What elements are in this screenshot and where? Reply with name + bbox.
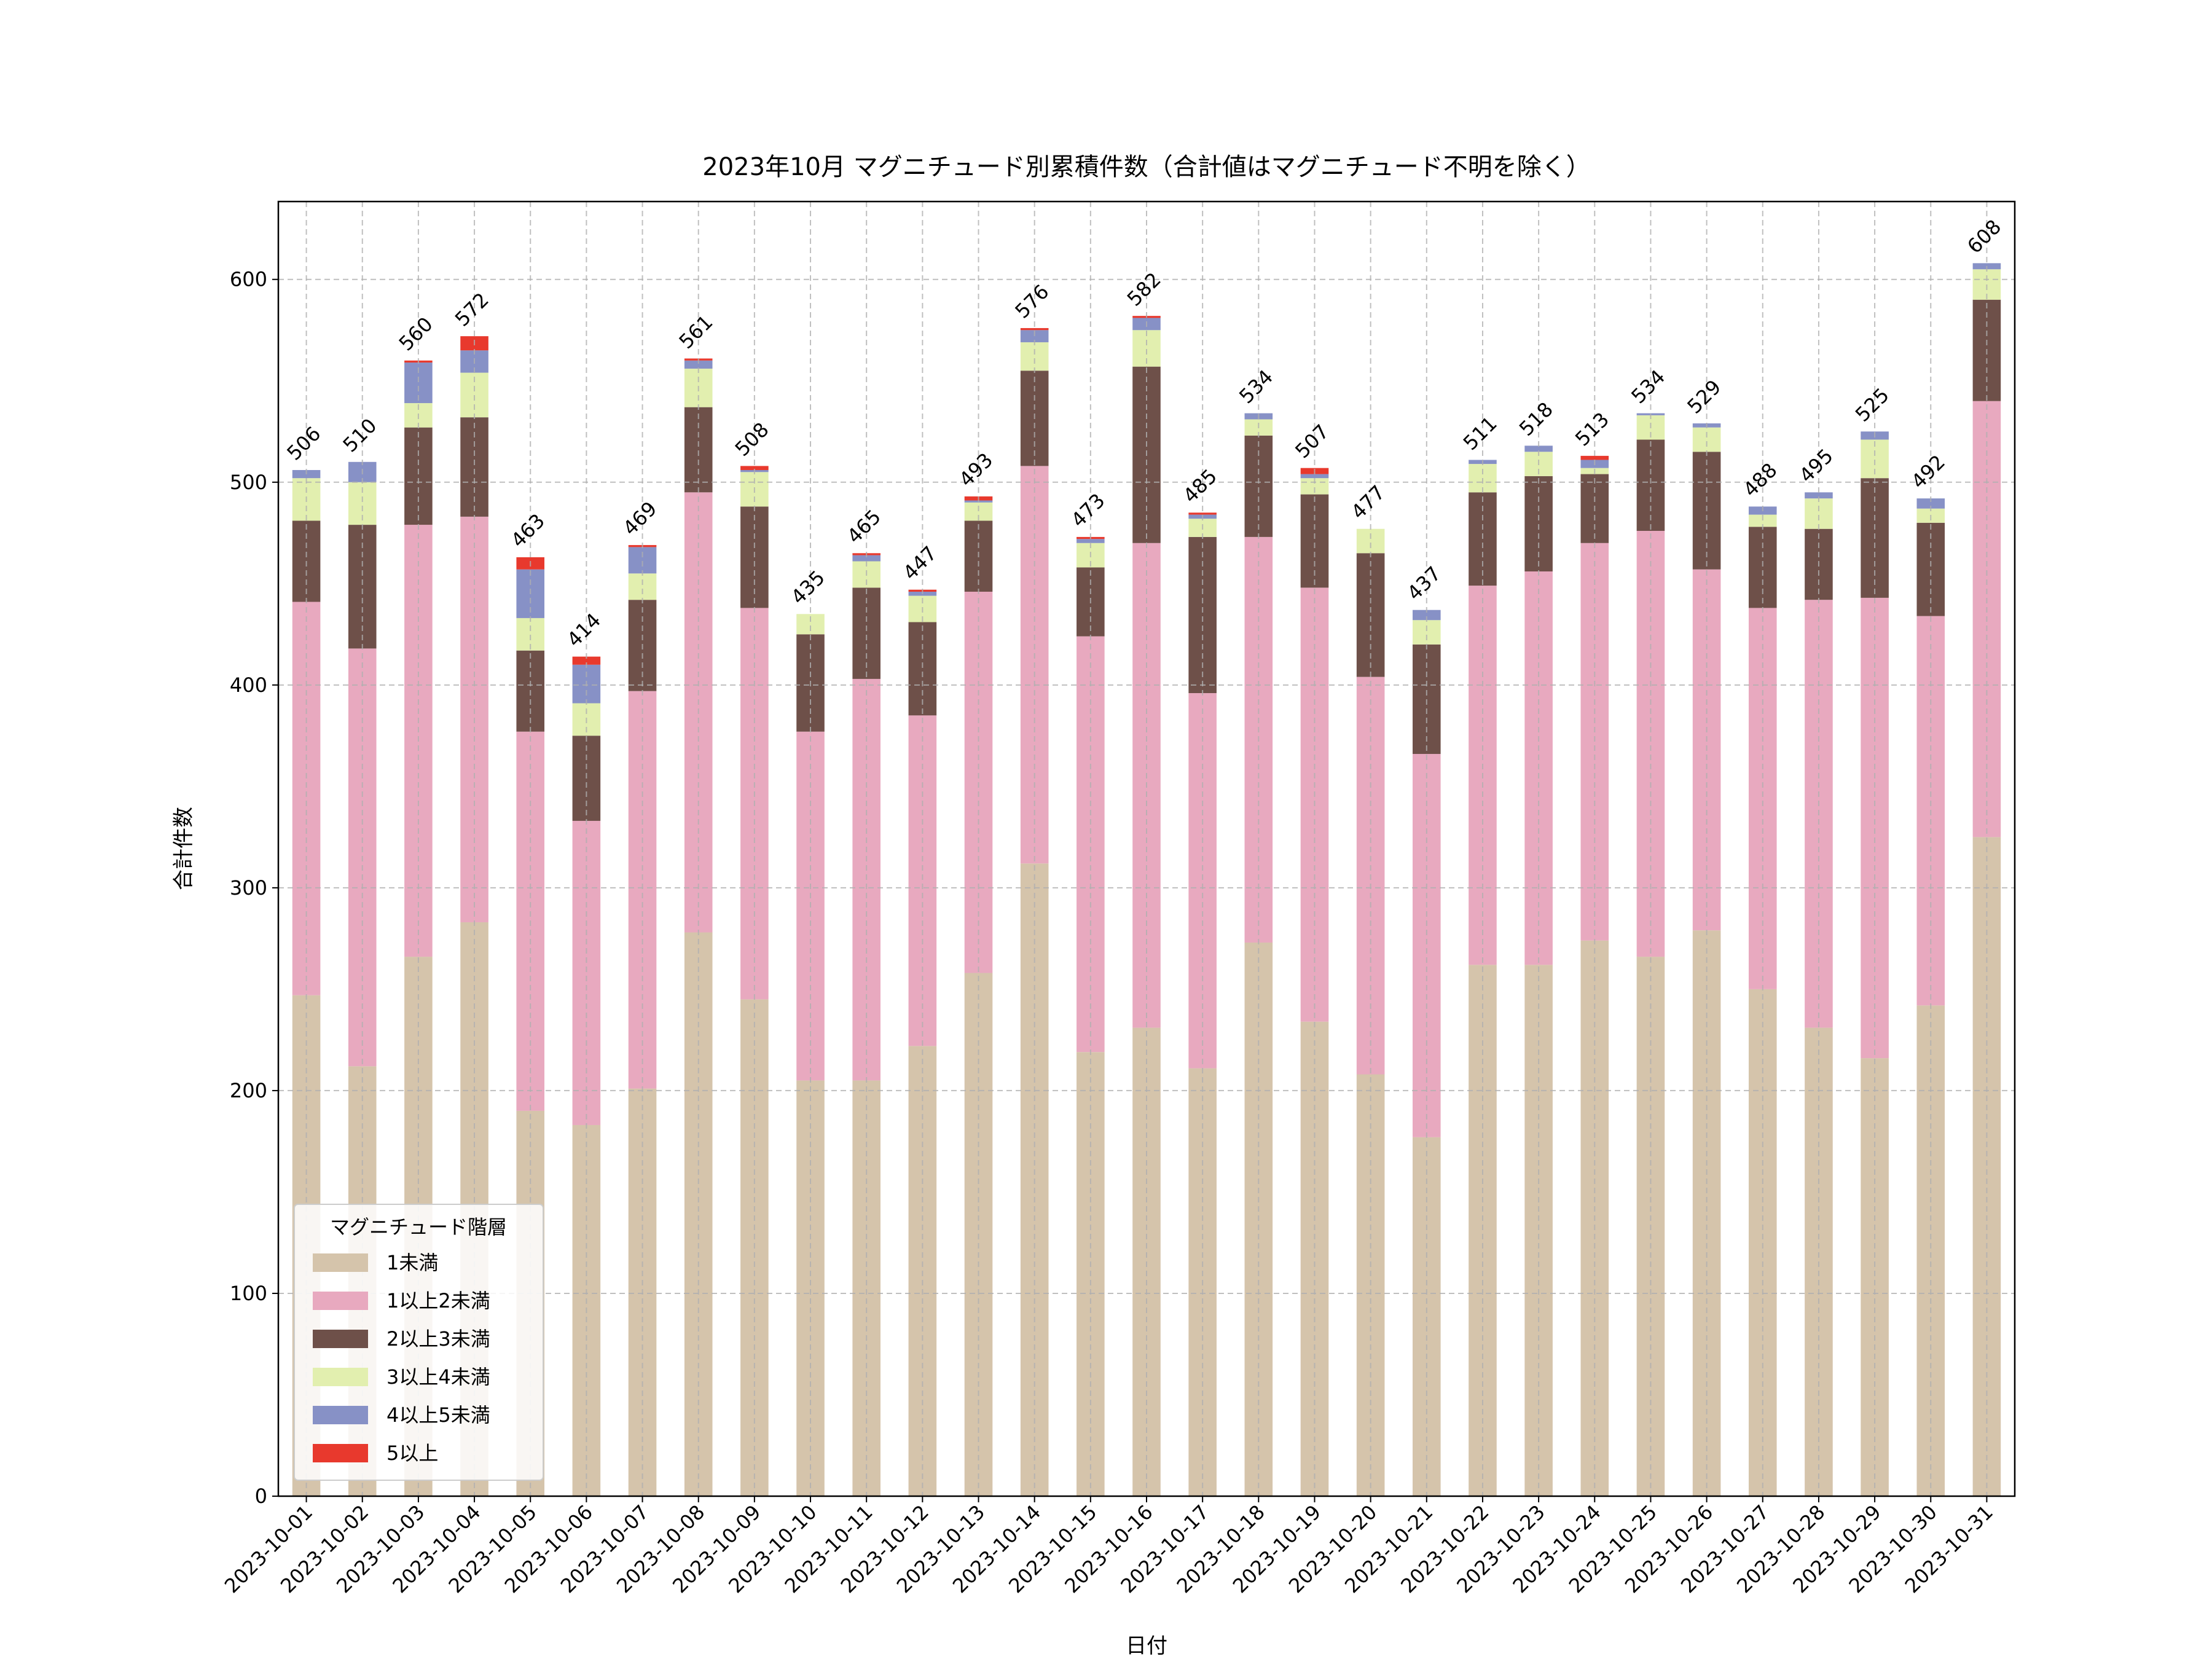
bar-segment <box>1748 514 1777 527</box>
bar-segment <box>1413 610 1441 621</box>
bar-segment <box>1188 512 1217 515</box>
legend-label: 2以上3未満 <box>386 1327 490 1351</box>
y-axis-label: 合計件数 <box>171 807 196 890</box>
bar-segment <box>1580 455 1609 460</box>
total-label: 495 <box>1795 444 1838 487</box>
total-label: 506 <box>282 422 325 465</box>
total-label: 465 <box>842 505 885 548</box>
bar-segment <box>572 820 601 1126</box>
y-tick-label: 0 <box>255 1484 267 1508</box>
total-label: 518 <box>1515 398 1558 441</box>
legend-swatch <box>313 1292 368 1310</box>
legend-swatch <box>313 1368 368 1386</box>
bar-segment <box>1020 342 1049 371</box>
chart-title: 2023年10月 マグニチュード別累積件数（合計値はマグニチュード不明を除く） <box>702 153 1590 181</box>
legend-swatch <box>313 1253 368 1272</box>
bar-segment <box>908 715 937 1046</box>
bar-segment <box>1748 527 1777 608</box>
bar-segment <box>1692 427 1721 452</box>
total-label: 534 <box>1234 365 1277 408</box>
total-label: 525 <box>1851 383 1894 426</box>
bar-segment <box>796 1080 825 1496</box>
legend-label: 4以上5未満 <box>386 1403 490 1427</box>
x-axis-label: 日付 <box>1126 1634 1167 1658</box>
total-label: 488 <box>1739 458 1782 501</box>
bar-segment <box>1300 1021 1329 1496</box>
total-label: 582 <box>1123 268 1166 311</box>
legend-label: 3以上4未満 <box>386 1365 490 1389</box>
total-label: 493 <box>954 448 997 491</box>
bar-segment <box>1805 498 1833 529</box>
bar-segment <box>1188 536 1217 694</box>
bar-segment <box>1077 539 1105 543</box>
bar-segment <box>628 547 657 574</box>
total-label: 435 <box>786 566 830 609</box>
bar-segment <box>1356 528 1385 554</box>
total-label: 469 <box>618 497 661 540</box>
bar-segment <box>852 555 880 562</box>
bar-segment <box>1972 837 2001 1496</box>
total-label: 437 <box>1403 562 1446 605</box>
total-label: 511 <box>1459 412 1502 455</box>
total-label: 492 <box>1907 450 1950 493</box>
bar-segment <box>1300 474 1329 479</box>
bar-segment <box>628 573 657 600</box>
legend-label: 1未満 <box>386 1251 438 1274</box>
total-label: 447 <box>898 541 941 584</box>
legend-swatch <box>313 1406 368 1424</box>
total-label: 477 <box>1346 480 1389 524</box>
bar-segment <box>1805 492 1833 499</box>
bar-segment <box>1916 498 1945 509</box>
total-label: 507 <box>1290 420 1333 463</box>
bar-segment <box>852 1080 880 1496</box>
bar-segment <box>1413 620 1441 645</box>
bar-segment <box>1077 636 1105 1053</box>
y-tick-label: 200 <box>230 1079 267 1102</box>
total-label: 473 <box>1067 488 1110 531</box>
legend-swatch <box>313 1330 368 1348</box>
total-label: 510 <box>339 414 382 457</box>
total-label: 560 <box>394 312 437 355</box>
bar-segment <box>740 466 769 470</box>
legend-label: 5以上 <box>386 1441 438 1465</box>
total-label: 576 <box>1010 280 1053 323</box>
y-tick-label: 400 <box>230 673 267 697</box>
y-tick-label: 500 <box>230 471 267 494</box>
total-label: 485 <box>1179 465 1222 508</box>
total-label: 529 <box>1682 375 1725 418</box>
total-label: 414 <box>562 608 605 651</box>
bar-segment <box>1020 330 1049 343</box>
bar-segment <box>572 656 601 665</box>
legend-title: マグニチュード階層 <box>330 1215 507 1239</box>
bar-segment <box>1020 327 1049 331</box>
bar-segment <box>1524 445 1553 452</box>
total-label: 561 <box>674 310 717 353</box>
legend-label: 1以上2未満 <box>386 1289 490 1312</box>
total-label: 513 <box>1571 407 1614 450</box>
bar-segment <box>684 360 713 369</box>
bar-segment <box>292 602 321 995</box>
y-tick-label: 300 <box>230 876 267 900</box>
total-label: 463 <box>506 509 549 552</box>
total-label: 534 <box>1626 365 1669 408</box>
total-label: 608 <box>1963 215 2006 258</box>
y-tick-label: 600 <box>230 268 267 291</box>
legend-swatch <box>313 1444 368 1462</box>
legend: マグニチュード階層 1未満 1以上2未満 2以上3未満 3以上4未満 4以上5未満 5以上 <box>294 1204 544 1481</box>
y-tick-label: 100 <box>230 1282 267 1305</box>
total-label: 508 <box>731 418 774 461</box>
total-label: 572 <box>450 288 493 331</box>
